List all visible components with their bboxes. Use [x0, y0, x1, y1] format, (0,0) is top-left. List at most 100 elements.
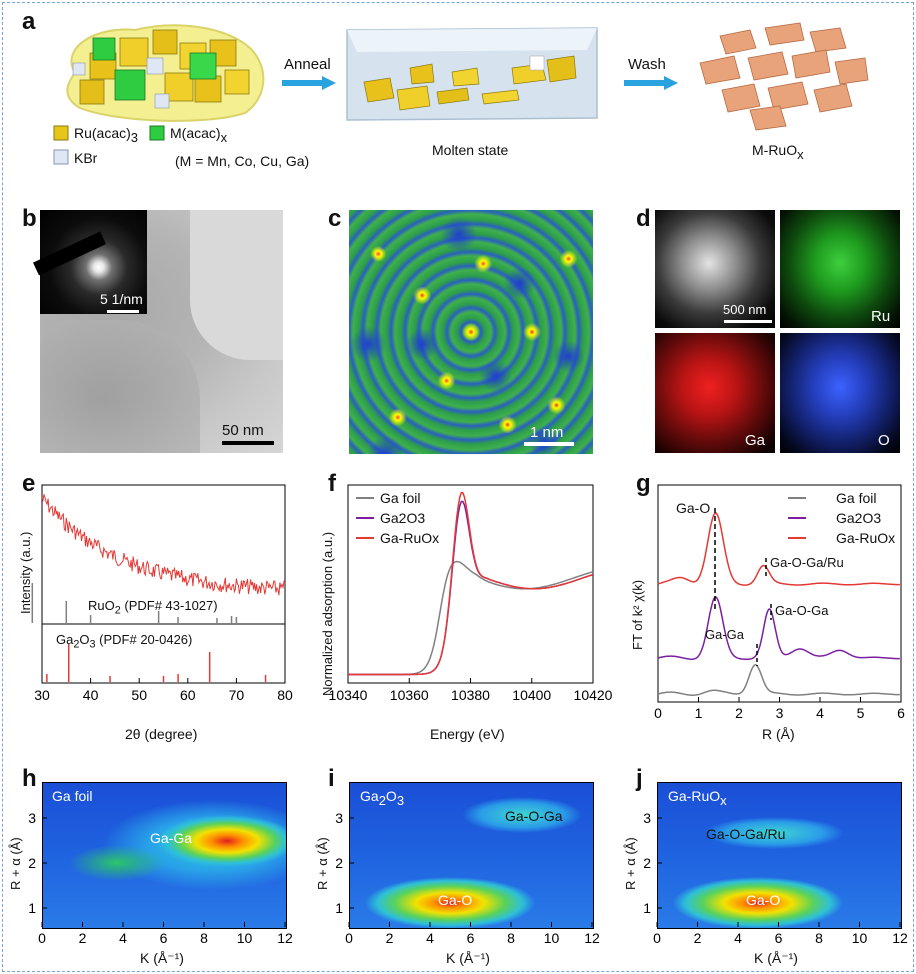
- xrd-frame: [41, 484, 286, 684]
- wt-y-tick-label: 3: [28, 810, 36, 826]
- exafs-tick-label: 5: [857, 705, 865, 721]
- wt-j-x-label: K (Å⁻¹): [754, 950, 798, 966]
- wt-x-tick-label: 12: [277, 930, 293, 946]
- xanes-legend-ga-foil: Ga foil: [380, 490, 421, 506]
- panel-a-label: a: [22, 8, 36, 35]
- legend-m-list: (M = Mn, Co, Cu, Ga): [175, 153, 310, 169]
- legend-m-acac: M(acac)x: [170, 125, 228, 145]
- ann-ga-o: Ga-O: [676, 500, 711, 516]
- panel-c-label: c: [328, 205, 342, 232]
- xanes-legend-ga-ruox: Ga-RuOx: [380, 530, 440, 546]
- kbr-cube-icon: [53, 149, 69, 165]
- wt-x-tick-label: 2: [386, 930, 394, 946]
- anneal-label: Anneal: [284, 56, 331, 73]
- exafs-chart: 0 1 2 3 4 5 6: [654, 484, 905, 721]
- panel-e-label: e: [22, 470, 36, 497]
- exafs-legend-ga2o3: Ga2O3: [836, 510, 882, 526]
- wt-x-tick-label: 2: [79, 930, 87, 946]
- xrd-tick-label: 60: [180, 687, 196, 703]
- xanes-x-label: Energy (eV): [430, 726, 505, 742]
- exafs-x-label: R (Å): [762, 726, 795, 742]
- ga-map: [655, 333, 775, 453]
- wt-x-tick-label: 6: [467, 930, 475, 946]
- wt-y-tick-label: 1: [643, 900, 651, 916]
- wt-title-ga-ruox: Ga-RuOx: [668, 788, 727, 808]
- stem-image: [349, 210, 593, 454]
- wt-y-tick-label: 1: [335, 900, 343, 916]
- saed-scale-bar: [107, 310, 139, 313]
- xrd-tick-label: 70: [229, 687, 245, 703]
- wt-x-tick-label: 8: [507, 930, 515, 946]
- ga-map-label: Ga: [745, 432, 766, 449]
- caption-molten-state: Molten state: [432, 142, 509, 158]
- legend-ru-acac: Ru(acac)3: [74, 125, 139, 145]
- panel-b-label: b: [22, 205, 37, 232]
- xanes-tick-label: 10380: [451, 687, 490, 703]
- wt-map-ga-foil: [42, 782, 287, 929]
- exafs-ga2o3-line: [657, 596, 900, 661]
- caption-m-ruox: M-RuOx: [752, 142, 804, 162]
- haadf-image: [655, 210, 775, 328]
- wt-map-ga-ruox: [657, 782, 902, 929]
- wt-x-tick-label: 2: [694, 930, 702, 946]
- molten-state-illustration: [346, 27, 598, 121]
- wt-x-tick-label: 0: [345, 930, 353, 946]
- ann-ga-o-ga-ru: Ga-O-Ga/Ru: [770, 555, 844, 570]
- xanes-tick-label: 10360: [390, 687, 429, 703]
- wt-x-tick-label: 8: [815, 930, 823, 946]
- exafs-tick-label: 0: [654, 705, 662, 721]
- wt-x-tick-label: 10: [544, 930, 560, 946]
- exafs-tick-label: 6: [897, 705, 905, 721]
- xanes-ga-ruox-line: [348, 492, 594, 676]
- panel-d-label: d: [636, 205, 651, 232]
- wt-peak-ga-o-ga-ru: Ga-O-Ga/Ru: [706, 826, 786, 842]
- wt-x-tick-label: 0: [653, 930, 661, 946]
- ann-ga-o-ga: Ga-O-Ga: [775, 603, 829, 618]
- xanes-tick-label: 10420: [574, 687, 613, 703]
- wt-title-ga-foil: Ga foil: [52, 788, 93, 804]
- xanes-legend-ga2o3: Ga2O3: [380, 510, 426, 526]
- stem-scale-bar: [524, 442, 574, 446]
- wt-peak-ga-o-j: Ga-O: [746, 892, 781, 908]
- stem-scale-label: 1 nm: [530, 424, 564, 441]
- xrd-tick-label: 40: [83, 687, 99, 703]
- exafs-legend-ga-ruox: Ga-RuOx: [836, 530, 896, 546]
- xrd-x-label: 2θ (degree): [125, 726, 198, 742]
- xrd-tick-label: 50: [131, 687, 147, 703]
- panel-h-label: h: [22, 765, 37, 792]
- wt-i-y-label: R + α (Å): [315, 837, 330, 890]
- xanes-tick-label: 10400: [512, 687, 551, 703]
- legend-kbr: KBr: [74, 150, 98, 166]
- wt-x-tick-label: 4: [734, 930, 742, 946]
- wt-x-tick-label: 4: [426, 930, 434, 946]
- wt-x-tick-label: 12: [892, 930, 908, 946]
- exafs-tick-label: 4: [816, 705, 824, 721]
- wt-i-x-label: K (Å⁻¹): [446, 950, 490, 966]
- ann-ga-ga: Ga-Ga: [705, 627, 745, 642]
- wt-x-tick-label: 10: [237, 930, 253, 946]
- wt-x-tick-label: 0: [38, 930, 46, 946]
- wt-peak-ga-o-i: Ga-O: [438, 892, 473, 908]
- haadf-scale-bar: [724, 320, 772, 323]
- exafs-legend-ga-foil: Ga foil: [836, 490, 877, 506]
- wt-map-ga2o3: [349, 782, 594, 929]
- wt-peak-ga-o-ga: Ga-O-Ga: [505, 808, 563, 824]
- ruo2-reference-label: RuO2 (PDF# 43-1027): [88, 598, 218, 617]
- nanosheets-illustration: [699, 22, 869, 131]
- wt-y-tick-label: 2: [643, 855, 651, 871]
- m-acac-cube-icon: [149, 125, 165, 141]
- exafs-ga-foil-line: [657, 663, 900, 696]
- panel-g-label: g: [636, 470, 651, 497]
- ga2o3-reference-lines: [46, 644, 267, 682]
- xrd-chart: 30 40 50 60 70 80: [31, 484, 293, 703]
- exafs-ga-ruox-line: [657, 512, 900, 586]
- wt-title-ga2o3: Ga2O3: [360, 788, 405, 808]
- xanes-x-ticks: 10340 10360 10380 10400 10420: [329, 678, 613, 703]
- o-map-label: O: [878, 432, 890, 449]
- exafs-y-label: FT of k² χ(k): [630, 579, 645, 650]
- exafs-tick-label: 3: [776, 705, 784, 721]
- xanes-chart: 10340 10360 10380 10400 10420: [329, 484, 613, 703]
- wt-h-y-label: R + α (Å): [8, 837, 23, 890]
